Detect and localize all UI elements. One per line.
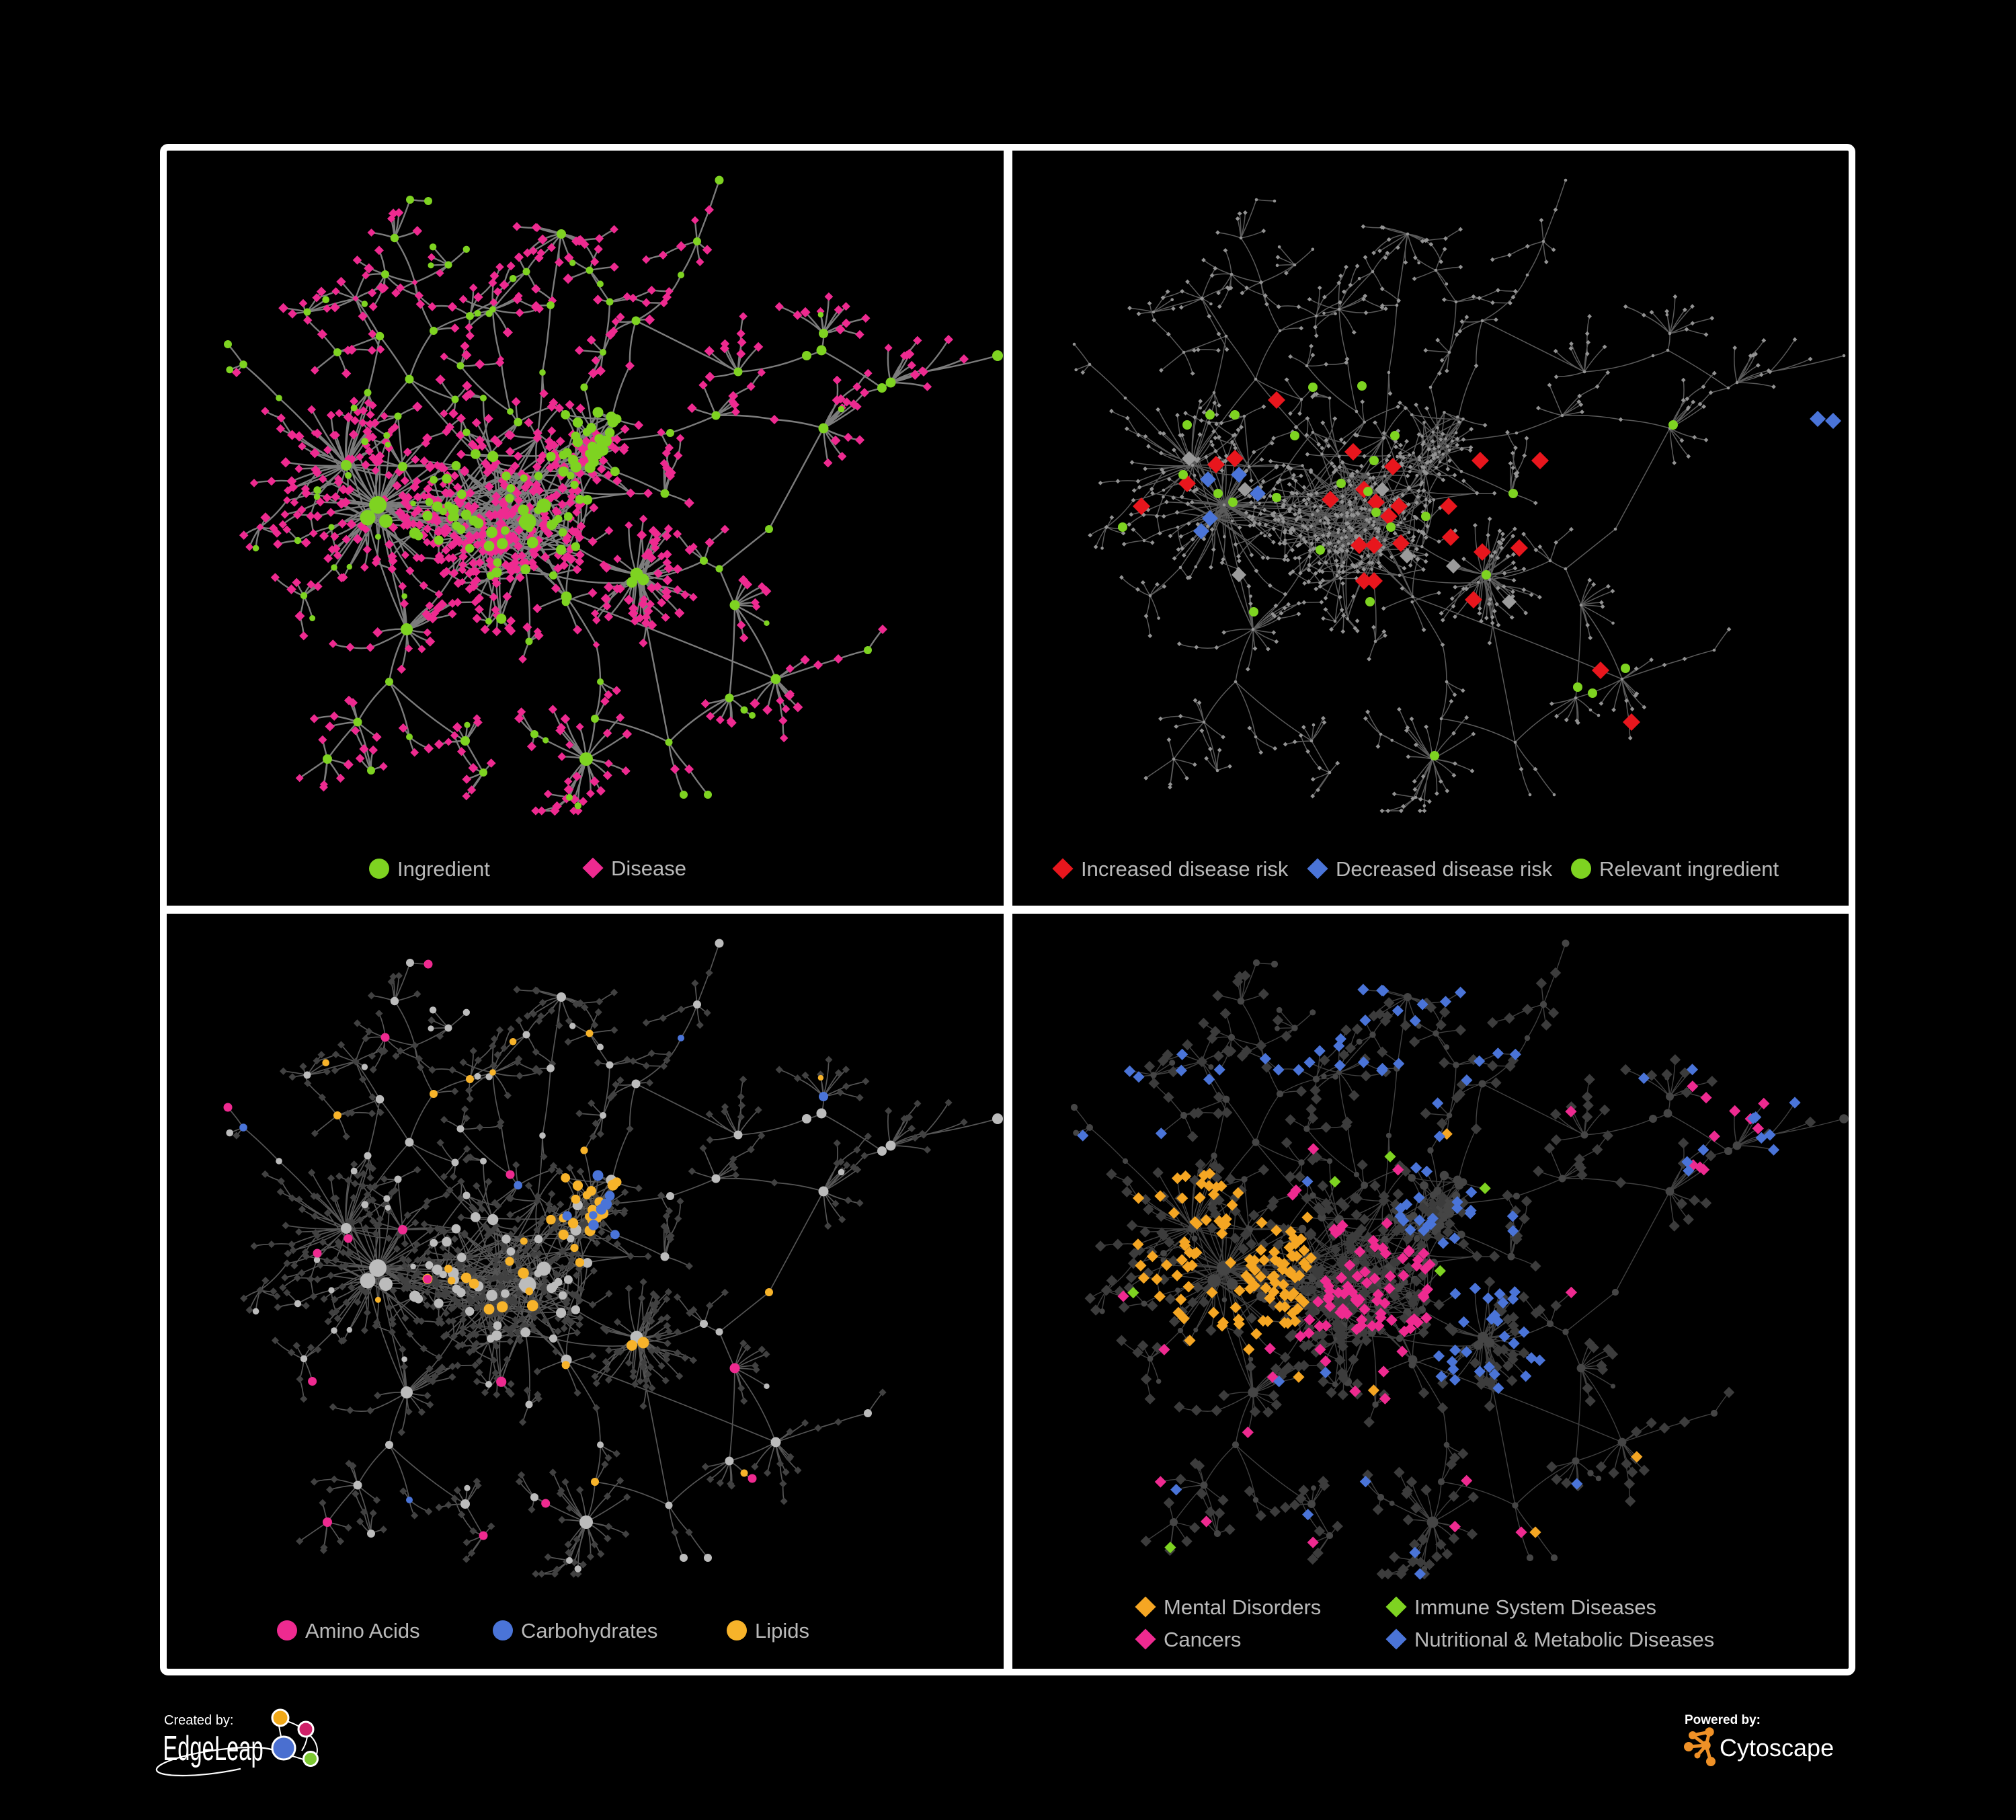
svg-text:Powered by:: Powered by: bbox=[1685, 1713, 1761, 1727]
svg-text:Created by:: Created by: bbox=[164, 1713, 233, 1728]
svg-text:EdgeLeap: EdgeLeap bbox=[163, 1730, 263, 1768]
svg-text:Cytoscape: Cytoscape bbox=[1720, 1734, 1834, 1762]
